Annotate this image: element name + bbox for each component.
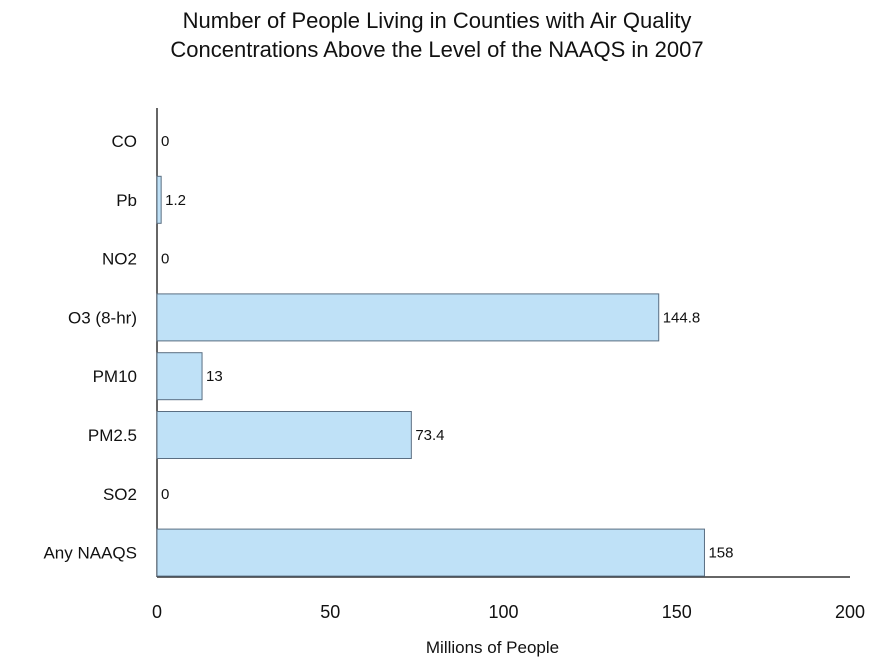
x-tick-label: 0: [152, 602, 162, 622]
category-label: PM10: [93, 367, 137, 386]
bars: [156, 175, 705, 577]
x-axis-title: Millions of People: [426, 638, 559, 657]
category-label: Pb: [116, 191, 137, 210]
bar-any-naaqs: [156, 528, 705, 577]
category-labels: CO Pb NO2 O3 (8-hr) PM10 PM2.5 SO2 Any NAAQS: [43, 132, 137, 563]
value-labels: 0 1.2 0 144.8 13 73.4 0 158: [161, 133, 734, 562]
x-tick-label: 150: [662, 602, 692, 622]
data-label: 144.8: [663, 309, 701, 326]
category-label: Any NAAQS: [43, 544, 137, 563]
axes: [156, 108, 850, 578]
data-label: 0: [161, 251, 169, 268]
category-label: SO2: [103, 485, 137, 504]
bar-pm10: [156, 352, 203, 401]
x-tick-label: 50: [320, 602, 340, 622]
x-tick-labels: 0 50 100 150 200: [152, 602, 865, 622]
chart-title-line-1: Number of People Living in Counties with…: [182, 8, 692, 33]
data-label: 13: [206, 368, 223, 385]
data-label: 0: [161, 133, 169, 150]
x-tick-label: 100: [488, 602, 518, 622]
bar-pm2-5: [156, 411, 412, 459]
bar-o3-8-hr: [156, 293, 660, 342]
bar-pb: [156, 175, 162, 224]
data-label: 73.4: [415, 427, 444, 444]
data-label: 158: [708, 545, 733, 562]
category-label: O3 (8-hr): [68, 308, 137, 327]
category-label: NO2: [102, 250, 137, 269]
chart-title-line-2: Concentrations Above the Level of the NA…: [170, 37, 704, 62]
data-label: 1.2: [165, 192, 186, 209]
category-label: CO: [112, 132, 138, 151]
data-label: 0: [161, 486, 169, 503]
x-tick-label: 200: [835, 602, 865, 622]
category-label: PM2.5: [88, 426, 137, 445]
